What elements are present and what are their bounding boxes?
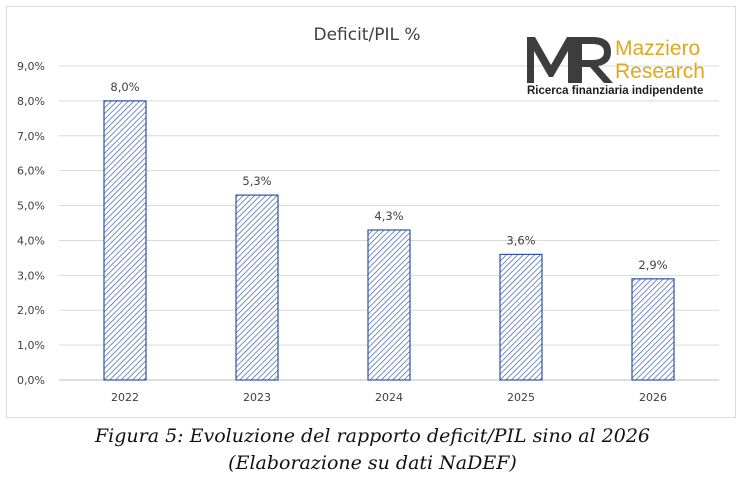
bar-2026: [631, 278, 675, 381]
x-tick-label-2023: 2023: [243, 391, 271, 404]
logo-tagline: Ricerca finanziaria indipendente: [527, 85, 703, 97]
data-label-2025: 3,6%: [506, 233, 535, 247]
data-label-2022: 8,0%: [110, 80, 139, 94]
logo-name-line1: Mazziero: [615, 37, 700, 60]
data-labels: 8,0% 5,3% 4,3% 3,6% 2,9%: [110, 80, 667, 272]
y-tick-label: 6,0%: [17, 165, 45, 178]
y-axis-ticks: 0,0% 1,0% 2,0% 3,0% 4,0% 5,0% 6,0% 7,0% 8,0% 9,0%: [17, 60, 45, 387]
y-tick-label: 0,0%: [17, 374, 45, 387]
figure-caption: Figura 5: Evoluzione del rapporto defici…: [0, 423, 745, 477]
mazziero-research-logo: Mazziero Research Ricerca finanziaria in…: [527, 37, 705, 97]
caption-line-1: Figura 5: Evoluzione del rapporto defici…: [94, 425, 651, 447]
x-tick-label-2025: 2025: [507, 391, 535, 404]
y-tick-label: 7,0%: [17, 130, 45, 143]
x-tick-label-2024: 2024: [375, 391, 403, 404]
bar-2022: [103, 100, 147, 381]
caption-line-2: (Elaborazione su dati NaDEF): [228, 452, 517, 474]
data-label-2026: 2,9%: [638, 258, 667, 272]
x-tick-label-2026: 2026: [639, 391, 667, 404]
bar-2025: [499, 253, 543, 381]
mr-monogram: [527, 37, 613, 83]
y-tick-label: 4,0%: [17, 234, 45, 247]
data-label-2024: 4,3%: [374, 209, 403, 223]
data-label-2023: 5,3%: [242, 174, 271, 188]
bar-chart: Deficit/PIL % 0,0% 1,0% 2,0% 3,0% 4,0% 5,0% 6,…: [17, 25, 719, 404]
x-axis-ticks: 2022 2023 2024 2025 2026: [111, 391, 667, 404]
y-tick-label: 1,0%: [17, 339, 45, 352]
y-tick-label: 2,0%: [17, 304, 45, 317]
bar-2024: [367, 229, 411, 381]
bar-2023: [235, 194, 279, 381]
y-tick-label: 8,0%: [17, 95, 45, 108]
logo-name-line2: Research: [615, 60, 705, 83]
chart-title: Deficit/PIL %: [313, 25, 420, 45]
y-tick-label: 5,0%: [17, 200, 45, 213]
chart-frame: Deficit/PIL % 0,0% 1,0% 2,0% 3,0% 4,0% 5,0% 6,…: [6, 6, 736, 418]
x-tick-label-2022: 2022: [111, 391, 139, 404]
y-tick-label: 9,0%: [17, 60, 45, 73]
bars: [103, 100, 675, 381]
y-tick-label: 3,0%: [17, 269, 45, 282]
